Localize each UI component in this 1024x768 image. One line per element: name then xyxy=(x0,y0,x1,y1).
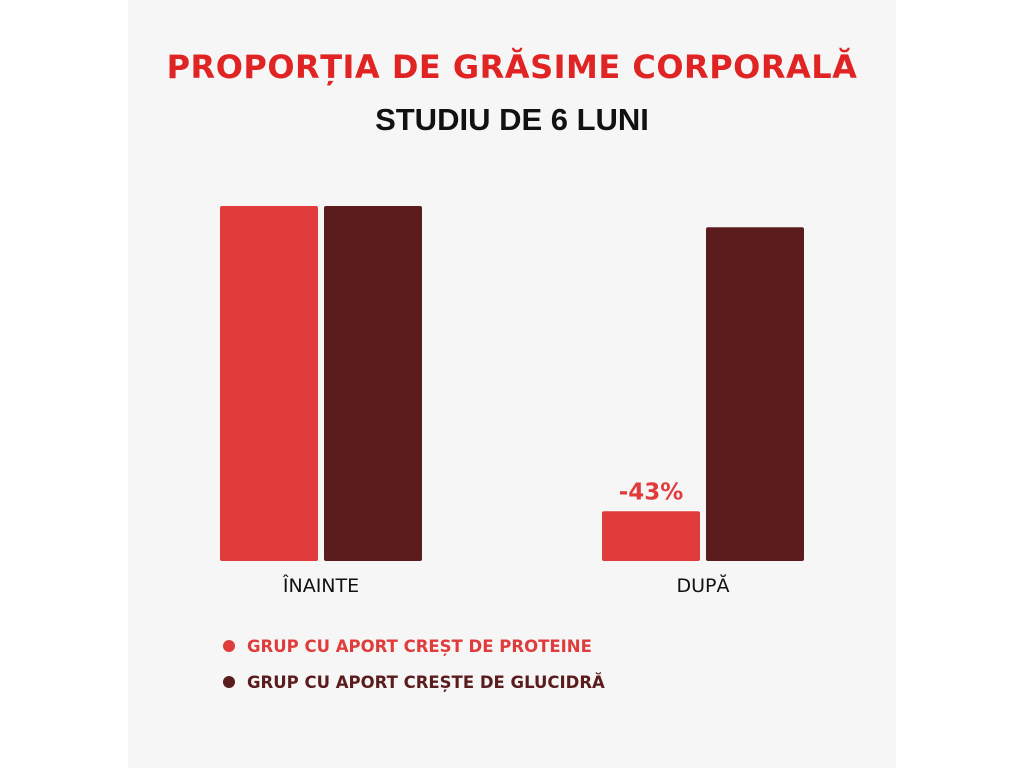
legend-item-protein: GRUP CU APORT CREȘT DE PROTEINE xyxy=(223,628,605,664)
data-label-change: -43% xyxy=(619,479,684,505)
legend-swatch-carb xyxy=(223,676,235,688)
bar-chart: ÎNAINTE -43% DUPĂ xyxy=(220,206,804,597)
legend-swatch-protein xyxy=(223,640,235,652)
bar-protein-after xyxy=(602,511,700,561)
legend-label-carb: GRUP CU APORT CREȘTE DE GLUCIDRĂ xyxy=(247,672,605,692)
bar-protein-before xyxy=(220,206,318,561)
legend: GRUP CU APORT CREȘT DE PROTEINE GRUP CU … xyxy=(223,628,605,700)
chart-title: PROPORȚIA DE GRĂSIME CORPORALĂ xyxy=(166,48,858,86)
category-label-before: ÎNAINTE xyxy=(282,574,359,597)
legend-item-carb: GRUP CU APORT CREȘTE DE GLUCIDRĂ xyxy=(223,664,605,700)
legend-label-protein: GRUP CU APORT CREȘT DE PROTEINE xyxy=(247,636,592,656)
chart-card: PROPORȚIA DE GRĂSIME CORPORALĂ STUDIU DE… xyxy=(128,0,896,768)
bar-carb-before xyxy=(324,206,422,561)
bar-carb-after xyxy=(706,227,804,562)
chart-subtitle: STUDIU DE 6 LUNI xyxy=(375,102,649,137)
category-label-after: DUPĂ xyxy=(677,573,730,597)
